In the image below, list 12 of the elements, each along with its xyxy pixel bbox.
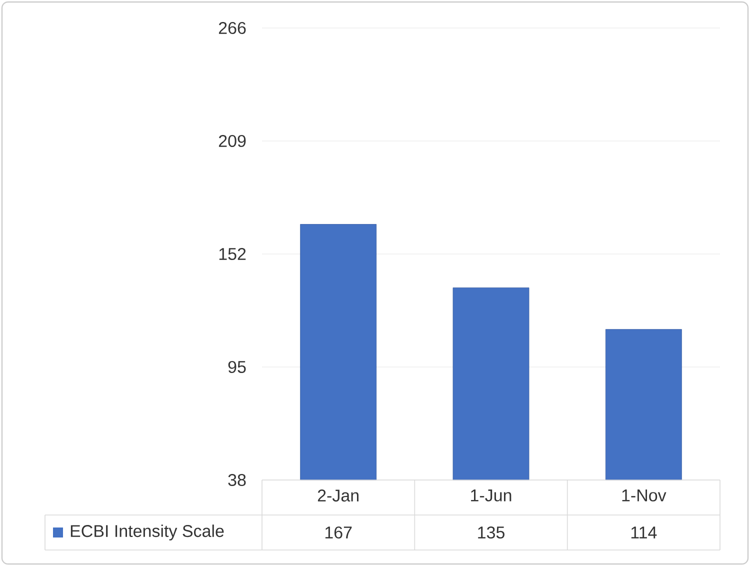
y-tick-label: 152 <box>219 248 246 260</box>
x-tick-label: 1-Jun <box>471 490 512 502</box>
y-tick-label: 38 <box>228 474 246 486</box>
y-tick-label: 209 <box>218 134 246 148</box>
x-tick-label: 1-Nov <box>622 490 666 502</box>
y-tick-label: 95 <box>228 360 246 374</box>
y-tick-label: 266 <box>218 22 246 34</box>
legend-label: ECBI Intensity Scale <box>70 524 224 540</box>
data-label: 135 <box>478 526 504 539</box>
data-label: 167 <box>325 526 352 539</box>
data-label: 114 <box>631 526 657 538</box>
x-tick-label: 2-Jan <box>318 490 358 502</box>
